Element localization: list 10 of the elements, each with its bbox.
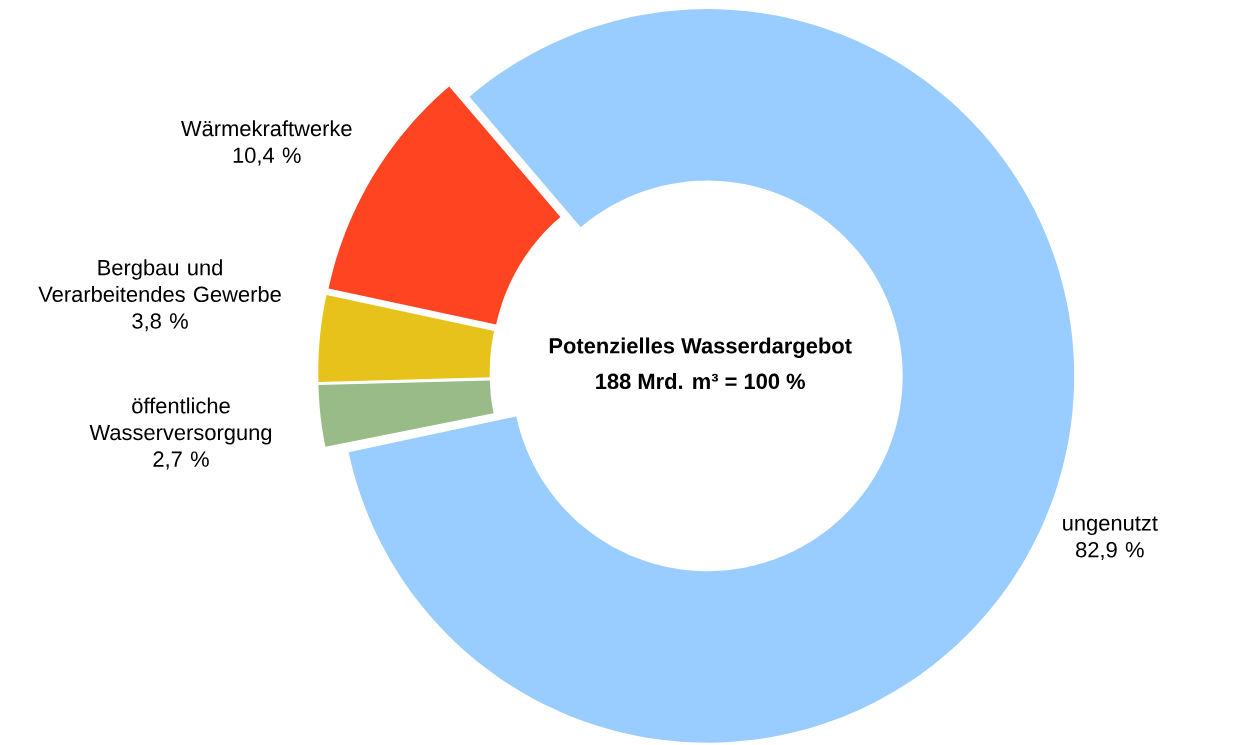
data-label: 82,9 % xyxy=(1076,541,1144,561)
slice-label: Wärmekraftwerke xyxy=(181,120,352,137)
slice-label: Bergbau und Verarbeitendes Gewerbe xyxy=(38,259,281,303)
data-label: 10,4 % xyxy=(233,147,301,166)
slice-label: öffentliche Wasserversorgung xyxy=(89,397,272,445)
data-label: 2,7 % xyxy=(153,451,209,470)
text: Potenzielles Wasserdargebot xyxy=(549,337,852,358)
data-label: 3,8 % xyxy=(132,313,188,332)
slice-label: ungenutzt xyxy=(1063,516,1158,536)
text: 188 Mrd. m³ = 100 % xyxy=(596,373,805,390)
